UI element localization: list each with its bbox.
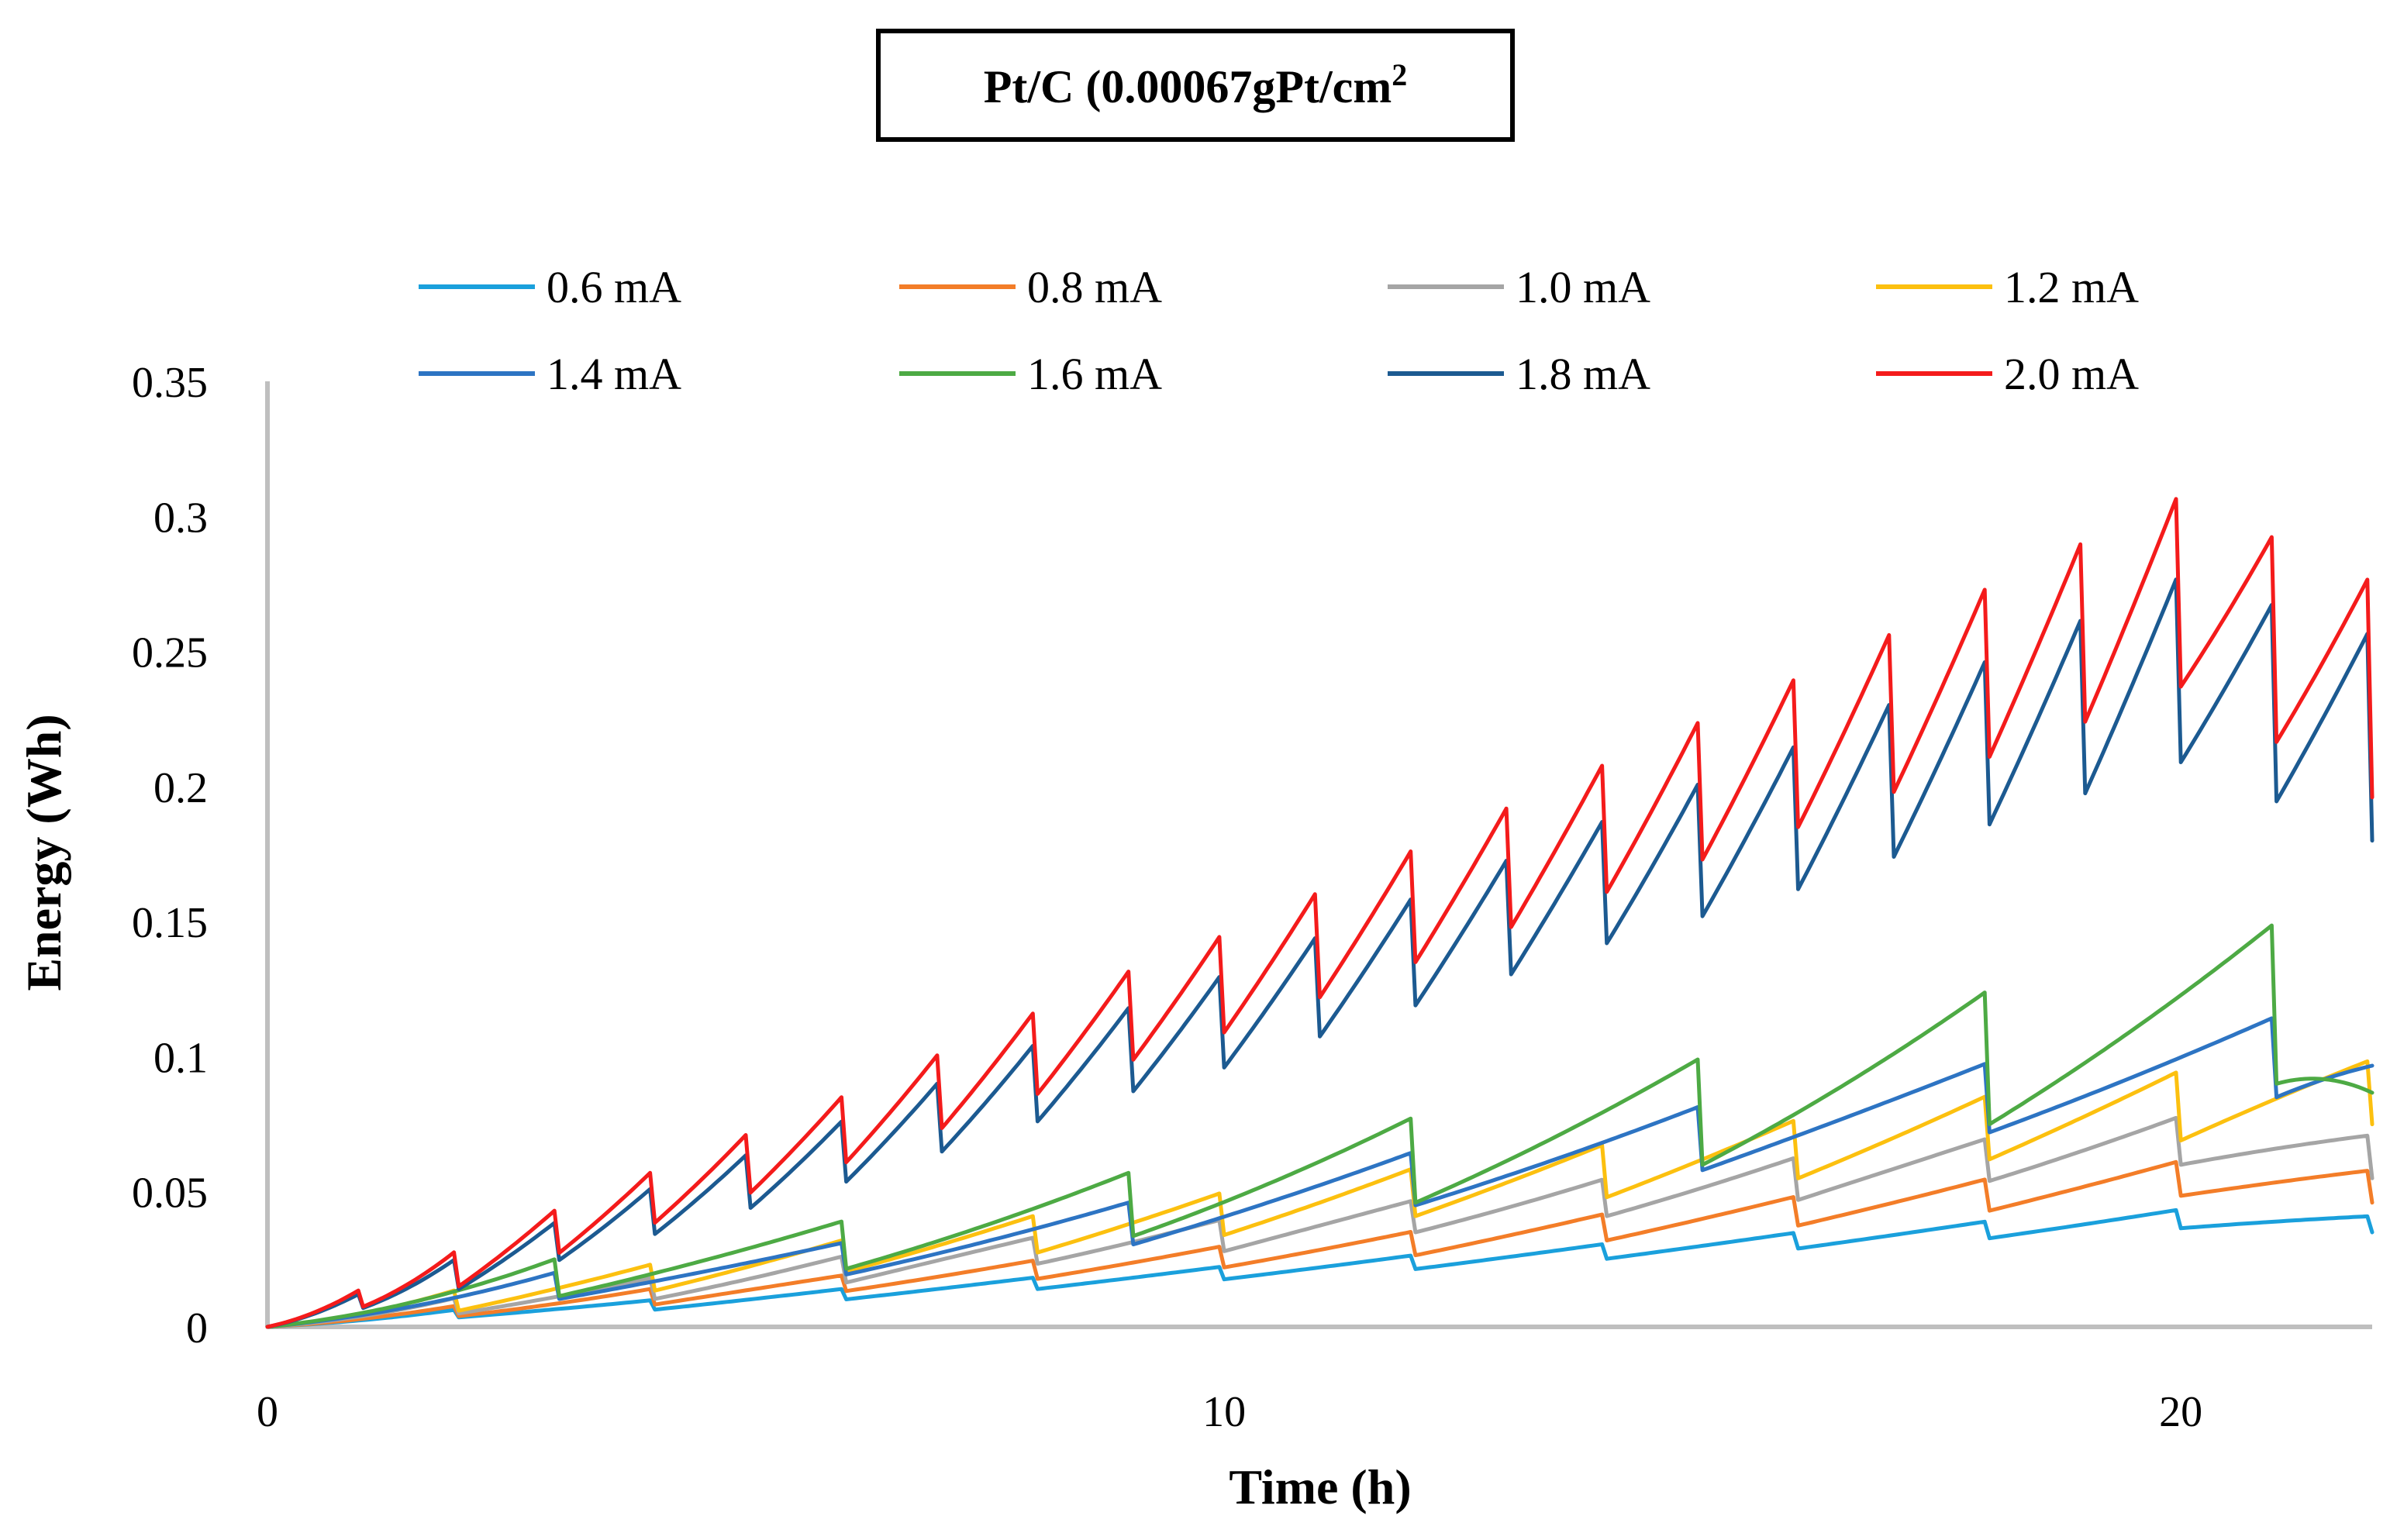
y-axis-ticks: 0 0.05 0.1 0.15 0.2 0.25 0.3 0.35 (132, 359, 208, 1352)
x-axis-ticks: 0 10 20 (257, 1388, 2202, 1436)
series-line-2-0-ma (265, 497, 2374, 1329)
y-tick-label: 0 (186, 1304, 208, 1352)
series-line-0-6-ma (265, 1208, 2374, 1329)
series-line-1-6-ma (265, 923, 2374, 1329)
legend-label: 0.6 mA (547, 262, 681, 312)
series-group (265, 497, 2374, 1329)
x-tick-label: 10 (1202, 1388, 1246, 1436)
x-tick-label: 0 (257, 1388, 278, 1436)
legend-label: 1.0 mA (1516, 262, 1650, 312)
chart-title-superscript: 2 (1392, 57, 1407, 92)
series-line-1-4-ma (265, 1016, 2374, 1329)
chart-title-main: Pt/C (0.00067gPt/cm (984, 61, 1392, 112)
legend-label: 2.0 mA (2004, 349, 2139, 399)
y-tick-label: 0.35 (132, 359, 208, 407)
series-line-1-2-ma (265, 1059, 2374, 1329)
series-line-1-0-ma (265, 1115, 2374, 1329)
legend-label: 0.8 mA (1027, 262, 1162, 312)
series-line-1-8-ma (265, 577, 2374, 1329)
y-tick-label: 0.15 (132, 899, 208, 947)
y-tick-label: 0.1 (153, 1034, 208, 1082)
series-line-0-8-ma (265, 1159, 2374, 1329)
y-tick-label: 0.05 (132, 1170, 208, 1218)
legend-label: 1.6 mA (1027, 349, 1162, 399)
legend-label: 1.8 mA (1516, 349, 1650, 399)
y-tick-label: 0.25 (132, 629, 208, 677)
chart-title-box (876, 29, 1515, 142)
legend-label: 1.4 mA (547, 349, 681, 399)
chart-title-text: Pt/C (0.00067gPt/cm2 (984, 57, 1408, 112)
y-tick-label: 0.2 (153, 764, 208, 812)
x-tick-label: 20 (2159, 1388, 2202, 1436)
legend-label: 1.2 mA (2004, 262, 2139, 312)
chart-title: Pt/C (0.00067gPt/cm2 (876, 29, 1515, 142)
legend: 0.6 mA 0.8 mA 1.0 mA 1.2 mA 1.4 mA 1.6 mA 1.8 … (419, 262, 2139, 399)
y-axis-title: Energy (Wh) (16, 714, 71, 990)
x-axis-title: Time (h) (1229, 1459, 1411, 1514)
y-tick-label: 0.3 (153, 494, 208, 542)
